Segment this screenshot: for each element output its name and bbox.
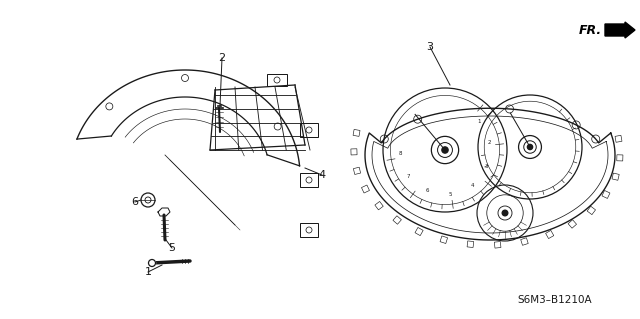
- Text: 7: 7: [407, 174, 410, 179]
- FancyArrow shape: [605, 22, 635, 38]
- Bar: [351, 149, 357, 155]
- Bar: [494, 241, 501, 248]
- Text: 2: 2: [218, 53, 225, 63]
- Text: 2: 2: [487, 140, 491, 145]
- Text: 6: 6: [131, 197, 138, 207]
- Text: 5: 5: [449, 192, 452, 197]
- Text: 6: 6: [426, 189, 429, 193]
- Text: FR.: FR.: [579, 24, 602, 36]
- Circle shape: [148, 259, 156, 266]
- Circle shape: [527, 145, 532, 150]
- Text: 5: 5: [168, 243, 175, 253]
- Text: 1: 1: [145, 267, 152, 277]
- Bar: [615, 135, 622, 142]
- Bar: [568, 220, 577, 228]
- Bar: [612, 173, 620, 180]
- Bar: [467, 241, 474, 248]
- Bar: [415, 227, 423, 236]
- Text: 1: 1: [477, 119, 481, 124]
- Text: 8: 8: [399, 152, 403, 156]
- Text: 4: 4: [319, 170, 326, 180]
- Bar: [617, 155, 623, 161]
- Bar: [602, 190, 610, 198]
- Text: 3: 3: [426, 42, 433, 52]
- Text: 4: 4: [470, 183, 474, 188]
- Text: S6M3–B1210A: S6M3–B1210A: [518, 295, 592, 305]
- Bar: [353, 167, 360, 174]
- Circle shape: [442, 147, 448, 153]
- Bar: [362, 185, 369, 193]
- Circle shape: [502, 210, 508, 216]
- Bar: [375, 202, 383, 210]
- Text: 3: 3: [485, 164, 488, 169]
- Bar: [353, 130, 360, 136]
- Circle shape: [141, 193, 155, 207]
- Bar: [440, 236, 447, 243]
- Bar: [546, 230, 554, 239]
- Bar: [587, 206, 596, 215]
- Bar: [393, 216, 401, 224]
- Bar: [521, 238, 528, 245]
